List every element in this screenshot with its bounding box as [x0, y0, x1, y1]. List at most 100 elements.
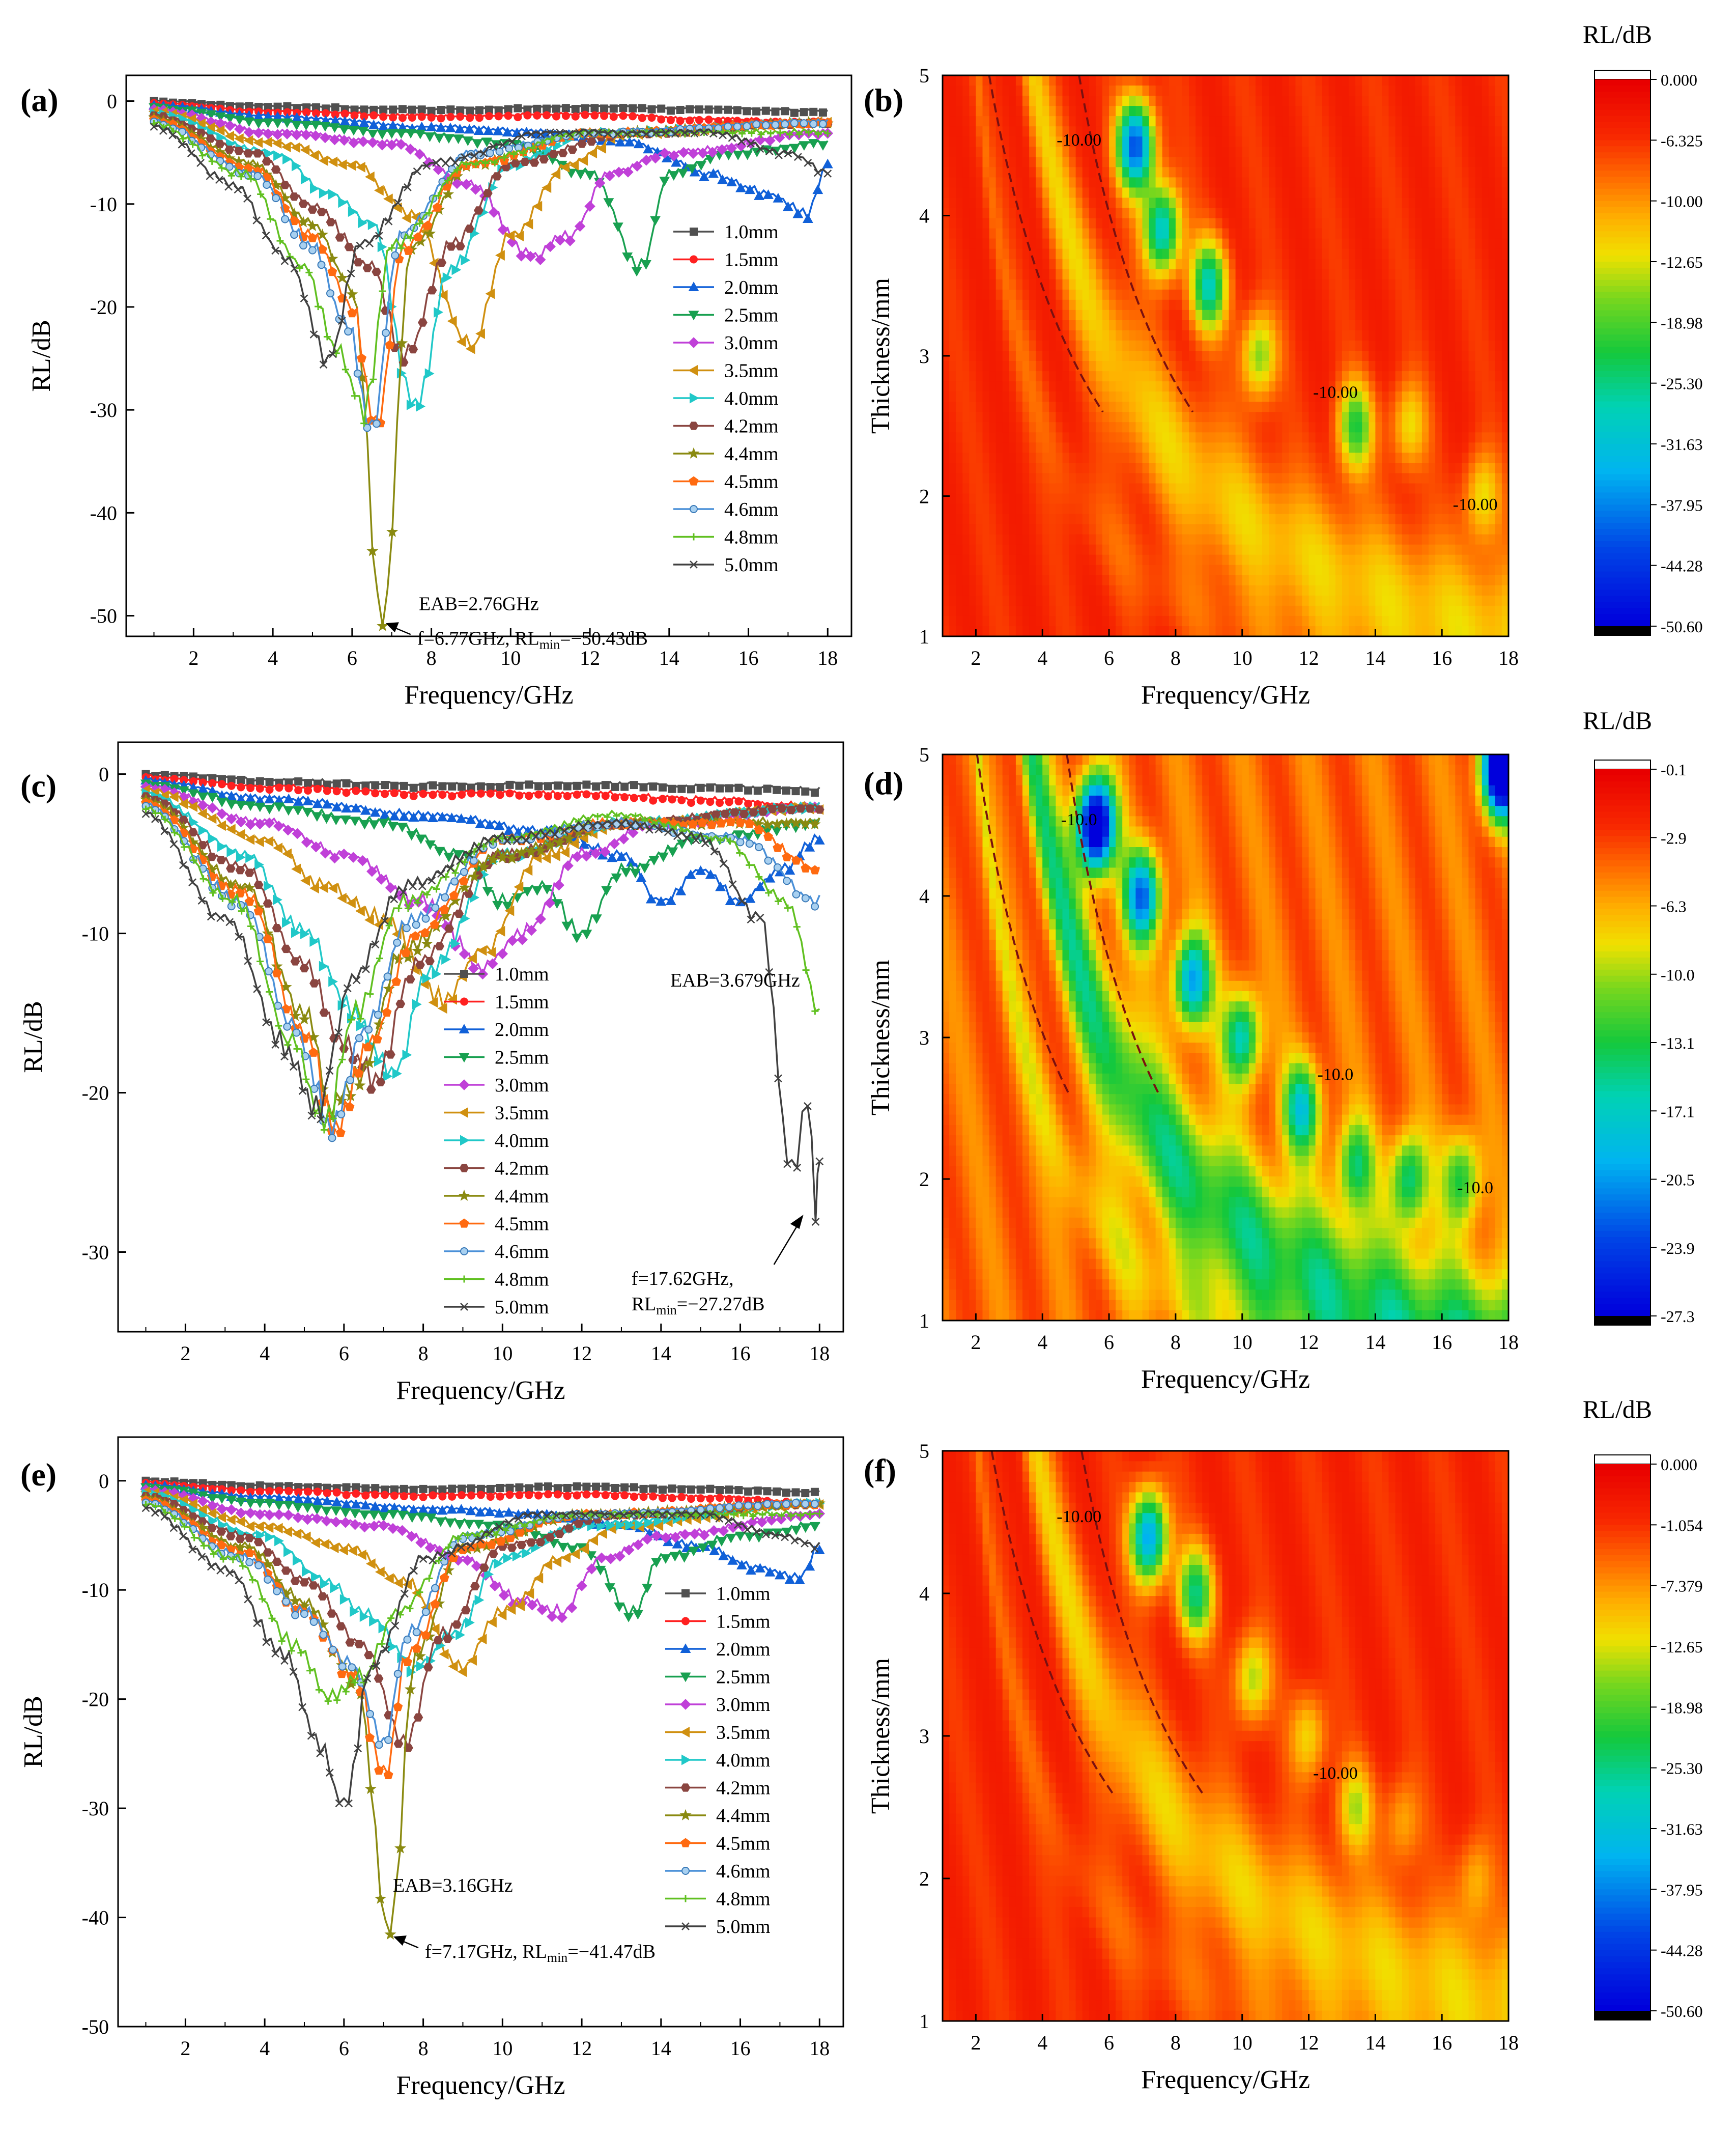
data-point [818, 108, 827, 117]
heatmap-cell [1395, 381, 1403, 392]
heatmap-cell [1349, 453, 1356, 464]
heatmap-cell [1056, 218, 1063, 229]
heatmap-cell [1375, 585, 1383, 596]
heatmap-cell [1382, 473, 1389, 484]
heatmap-cell [1242, 310, 1249, 321]
heatmap-cell [1229, 310, 1236, 321]
heatmap-cell [995, 381, 1003, 392]
heatmap-cell [1175, 289, 1183, 300]
heatmap-cell [1029, 463, 1036, 474]
heatmap-cell [1182, 167, 1189, 178]
heatmap-cell [956, 167, 963, 178]
heatmap-cell [1162, 493, 1170, 504]
heatmap-cell [1215, 381, 1223, 392]
heatmap-cell [1209, 493, 1216, 504]
heatmap-cell [1408, 238, 1416, 249]
heatmap-cell [1235, 106, 1243, 117]
heatmap-cell [943, 259, 950, 270]
heatmap-cell [1182, 86, 1189, 96]
heatmap-cell [1302, 483, 1310, 494]
heatmap-cell [1056, 615, 1063, 627]
heatmap-cell [1349, 463, 1356, 474]
heatmap-cell [1202, 381, 1210, 392]
heatmap-cell [1362, 75, 1370, 86]
heatmap-cell [1215, 503, 1223, 515]
heatmap-cell [1175, 116, 1183, 127]
heatmap-cell [1355, 136, 1362, 147]
heatmap-cell [969, 116, 977, 127]
heatmap-cell [1388, 595, 1396, 606]
heatmap-cell [1342, 116, 1349, 127]
heatmap-cell [969, 330, 977, 341]
heatmap-cell [1402, 269, 1409, 280]
heatmap-cell [1095, 463, 1103, 474]
heatmap-cell [1289, 493, 1296, 504]
heatmap-cell [995, 402, 1003, 412]
heatmap-cell [1295, 238, 1303, 249]
heatmap-cell [1155, 167, 1163, 178]
heatmap-cell [1222, 136, 1230, 147]
heatmap-cell [1295, 259, 1303, 270]
heatmap-cell [1335, 351, 1343, 361]
heatmap-cell [1095, 299, 1103, 311]
heatmap-cell [995, 351, 1003, 361]
heatmap-cell [989, 402, 997, 412]
heatmap-cell [1102, 279, 1109, 290]
heatmap-cell [1295, 524, 1303, 535]
heatmap-cell [989, 595, 997, 606]
heatmap-cell [1349, 626, 1356, 637]
heatmap-cell [1175, 330, 1183, 341]
heatmap-cell [1015, 299, 1023, 311]
heatmap-cell [1349, 299, 1356, 311]
eab-label: EAB=2.76GHz [419, 593, 539, 614]
heatmap-cell [1215, 320, 1223, 331]
heatmap-cell [1408, 248, 1416, 260]
heatmap-cell [1402, 177, 1409, 188]
heatmap-cell [1282, 86, 1290, 96]
heatmap-cell [1202, 463, 1210, 474]
data-point [666, 116, 675, 124]
heatmap-cell [1189, 259, 1196, 270]
heatmap-cell [1242, 493, 1249, 504]
heatmap-cell [1209, 503, 1216, 515]
heatmap-cell [1382, 136, 1389, 147]
heatmap-cell [1056, 422, 1063, 433]
heatmap-cell [1308, 615, 1316, 627]
heatmap-cell [1149, 116, 1156, 127]
heatmap-cell [1335, 493, 1343, 504]
heatmap-cell [1395, 228, 1403, 239]
heatmap-cell [1395, 422, 1403, 433]
data-point [584, 171, 595, 181]
heatmap-cell [1308, 157, 1316, 168]
heatmap-cell [1408, 259, 1416, 270]
heatmap-cell [949, 248, 956, 260]
heatmap-cell [1155, 575, 1163, 586]
heatmap-cell [1102, 96, 1109, 106]
heatmap-cell [1209, 544, 1216, 555]
heatmap-cell [1022, 432, 1030, 443]
data-point [405, 129, 416, 139]
heatmap-cell [1162, 453, 1170, 464]
heatmap-cell [1082, 412, 1090, 423]
heatmap-cell [969, 432, 977, 443]
heatmap-cell [1169, 473, 1176, 484]
heatmap-cell [1269, 340, 1276, 351]
heatmap-cell [1355, 238, 1362, 249]
heatmap-cell [995, 524, 1003, 535]
heatmap-cell [1322, 432, 1329, 443]
heatmap-cell [1129, 96, 1136, 106]
heatmap-cell [1308, 248, 1316, 260]
data-point [243, 117, 254, 127]
heatmap-cell [1328, 351, 1336, 361]
heatmap-cell [1328, 208, 1336, 219]
heatmap-cell [1169, 320, 1176, 331]
heatmap-cell [1302, 371, 1310, 382]
heatmap-cell [1002, 554, 1010, 566]
heatmap-cell [1408, 228, 1416, 239]
heatmap-cell [1402, 391, 1409, 402]
heatmap-cell [1349, 269, 1356, 280]
heatmap-cell [1069, 402, 1076, 412]
heatmap-cell [1142, 147, 1150, 158]
heatmap-cell [1122, 330, 1130, 341]
heatmap-cell [1029, 75, 1036, 86]
